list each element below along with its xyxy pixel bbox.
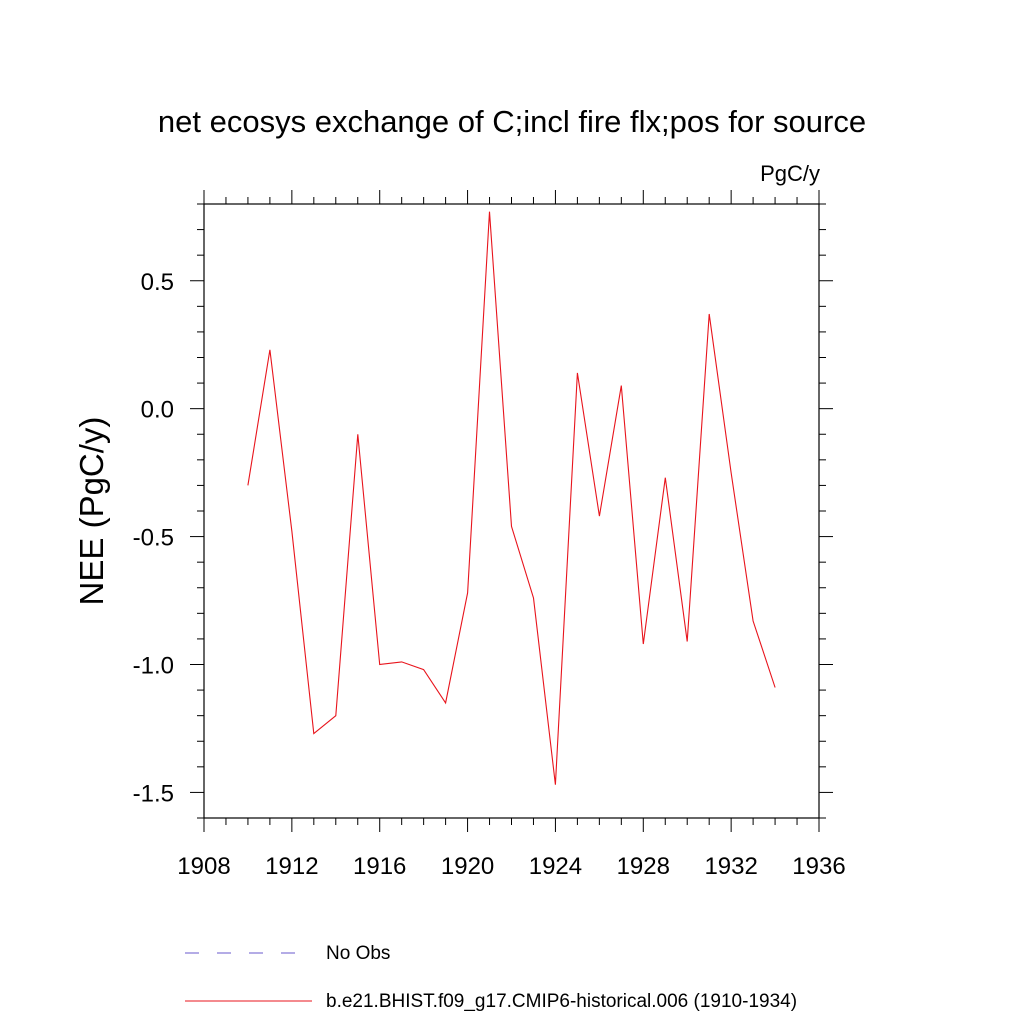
y-axis: -1.5 -1.0 -0.5 0.0 0.5 bbox=[133, 203, 833, 819]
y-tick-label: 0.0 bbox=[141, 397, 174, 424]
legend-label-no-obs: No Obs bbox=[326, 943, 390, 964]
x-tick-label: 1920 bbox=[441, 853, 494, 880]
x-tick-label: 1908 bbox=[177, 853, 230, 880]
chart-units: PgC/y bbox=[760, 161, 820, 186]
y-tick-label: -1.5 bbox=[133, 780, 174, 807]
legend: No Obs b.e21.BHIST.f09_g17.CMIP6-histori… bbox=[185, 943, 797, 1012]
legend-label-historical: b.e21.BHIST.f09_g17.CMIP6-historical.006… bbox=[326, 991, 797, 1012]
series-layer bbox=[247, 211, 776, 785]
x-tick-label: 1924 bbox=[529, 853, 582, 880]
chart-title: net ecosys exchange of C;incl fire flx;p… bbox=[158, 104, 866, 139]
y-tick-label: -0.5 bbox=[133, 525, 174, 552]
x-tick-label: 1936 bbox=[792, 853, 845, 880]
y-tick-label: 0.5 bbox=[141, 269, 174, 296]
x-tick-label: 1932 bbox=[704, 853, 757, 880]
y-axis-label: NEE (PgC/y) bbox=[73, 417, 110, 606]
x-axis: 1908 1912 1916 1920 1924 1928 1932 1936 bbox=[177, 190, 846, 880]
x-tick-label: 1916 bbox=[353, 853, 406, 880]
x-tick-label: 1912 bbox=[265, 853, 318, 880]
x-tick-label: 1928 bbox=[617, 853, 670, 880]
plot-area-frame bbox=[203, 203, 820, 819]
series-line bbox=[247, 211, 776, 785]
y-tick-label: -1.0 bbox=[133, 653, 174, 680]
